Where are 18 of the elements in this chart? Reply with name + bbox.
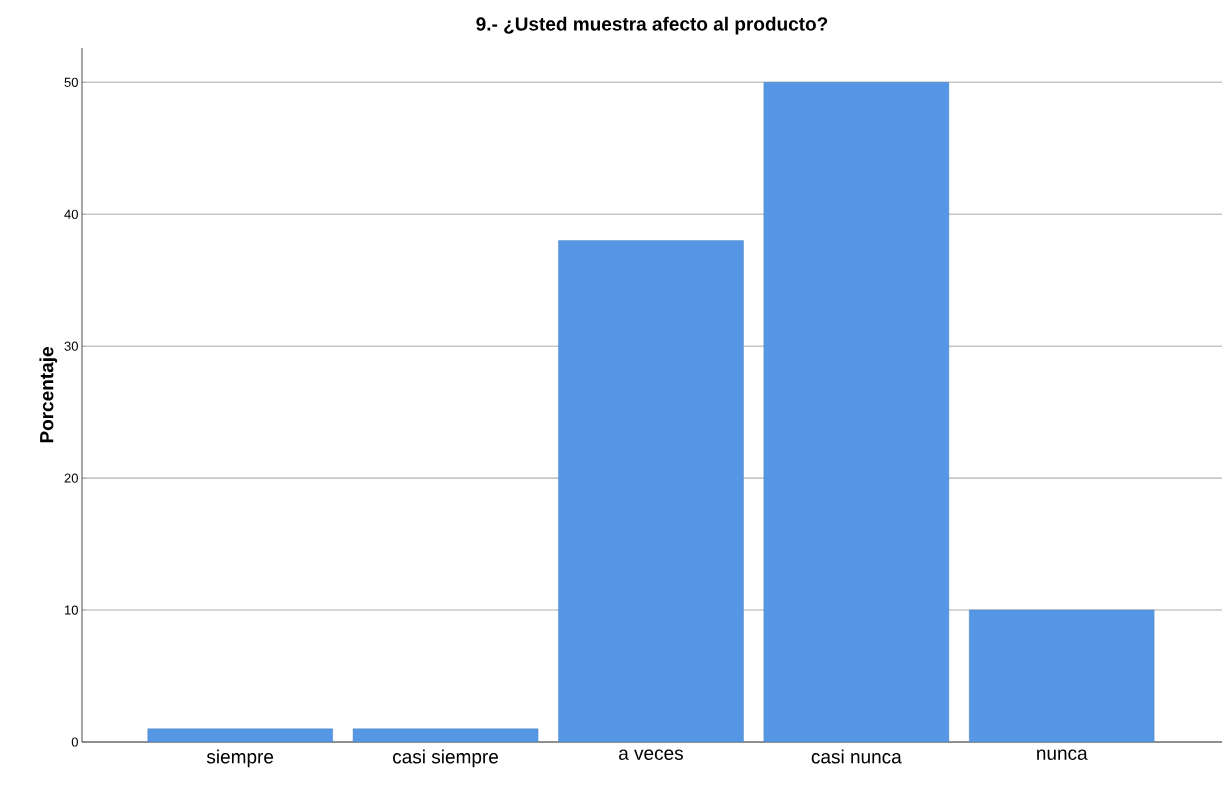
y-axis-title: Porcentaje (39, 347, 58, 443)
x-tick-label: nunca (1037, 749, 1088, 760)
bar (969, 609, 1155, 742)
bar (147, 728, 333, 742)
y-tick-label: 20 (64, 473, 78, 483)
y-tick-label: 0 (71, 737, 78, 747)
chart-title: 9.- ¿Usted muestra afecto al producto? (476, 16, 828, 35)
y-tick-label: 10 (64, 605, 78, 615)
y-tick-label: 50 (64, 77, 78, 87)
bar (763, 82, 950, 742)
x-tick-label: casi nunca (811, 749, 902, 764)
y-tick-label: 30 (64, 341, 78, 351)
bar (558, 240, 744, 742)
bar (353, 728, 539, 742)
x-tick-label: casi siempre (393, 749, 499, 768)
y-tick-label: 40 (64, 209, 78, 219)
x-tick-label: siempre (206, 749, 274, 768)
x-tick-label: a veces (619, 749, 683, 760)
